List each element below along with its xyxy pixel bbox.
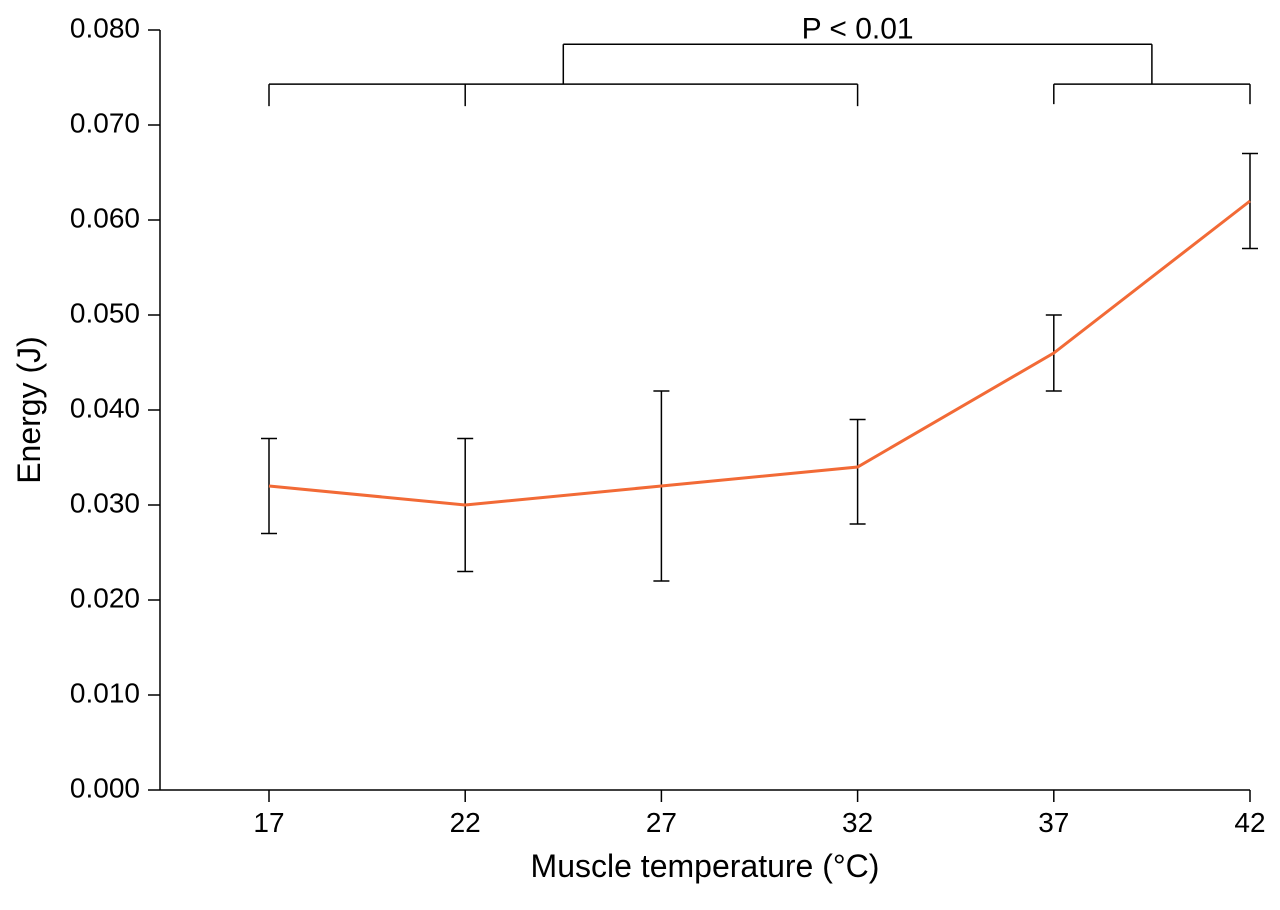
y-axis-label: Energy (J)	[11, 336, 47, 484]
x-tick-label: 42	[1234, 807, 1265, 838]
y-tick-label: 0.080	[70, 12, 140, 43]
y-tick-label: 0.020	[70, 582, 140, 613]
x-tick-label: 32	[842, 807, 873, 838]
line-chart-svg: 0.000 0.010 0.020 0.030 0.040 0.050 0.060 0.070…	[0, 0, 1280, 910]
y-tick-label: 0.050	[70, 297, 140, 328]
data-line	[269, 201, 1250, 505]
x-tick-label: 17	[253, 807, 284, 838]
y-tick-label: 0.040	[70, 392, 140, 423]
x-axis-label: Muscle temperature (°C)	[531, 848, 880, 884]
y-tick-label: 0.030	[70, 487, 140, 518]
y-tick-label: 0.070	[70, 107, 140, 138]
x-tick-label: 37	[1038, 807, 1069, 838]
x-tick-label: 27	[646, 807, 677, 838]
y-tick-label: 0.010	[70, 677, 140, 708]
y-tick-label: 0.000	[70, 772, 140, 803]
p-value-label: P < 0.01	[802, 12, 914, 45]
chart-container: 0.000 0.010 0.020 0.030 0.040 0.050 0.060 0.070…	[0, 0, 1280, 910]
y-tick-label: 0.060	[70, 202, 140, 233]
x-tick-label: 22	[450, 807, 481, 838]
